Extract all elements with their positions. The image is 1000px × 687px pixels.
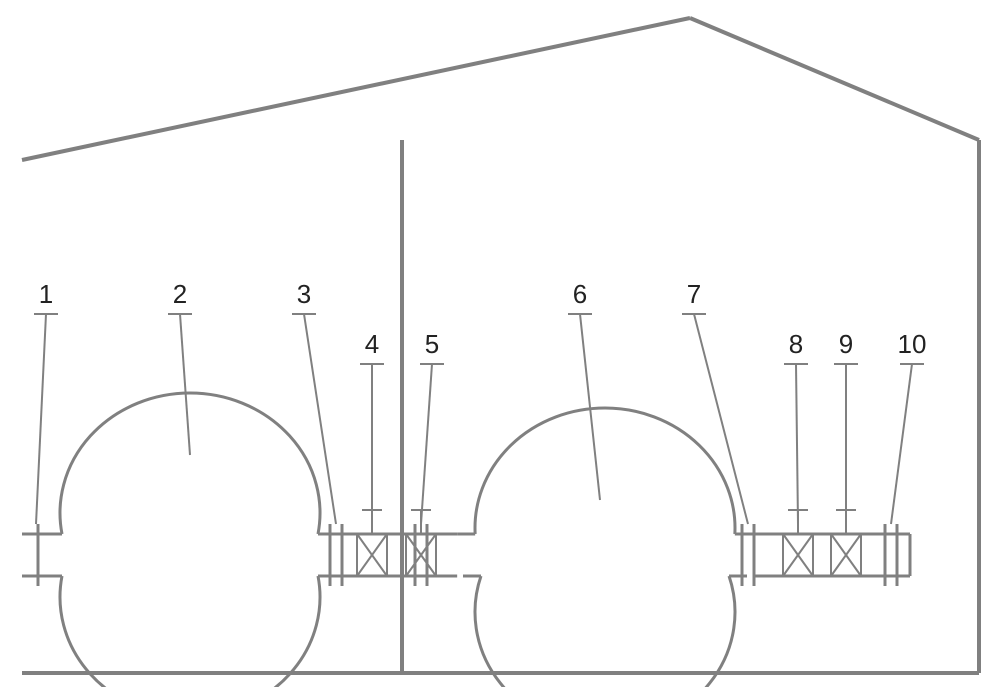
callout-label-5: 5	[425, 329, 439, 359]
leader-5	[421, 364, 432, 524]
leader-10	[891, 364, 912, 524]
vessel-left-top	[60, 393, 320, 534]
roof-left	[22, 18, 690, 160]
leader-7	[694, 314, 748, 524]
callout-label-3: 3	[297, 279, 311, 309]
callout-label-9: 9	[839, 329, 853, 359]
vessel-right-bottom	[475, 576, 735, 687]
callout-label-7: 7	[687, 279, 701, 309]
roof-right	[690, 18, 979, 140]
callout-label-10: 10	[898, 329, 927, 359]
callout-label-2: 2	[173, 279, 187, 309]
leader-2	[180, 314, 190, 455]
vessel-right-top	[475, 408, 735, 534]
callout-label-8: 8	[789, 329, 803, 359]
leader-3	[304, 314, 336, 524]
vessel-left-bottom	[60, 576, 320, 687]
leader-8	[796, 364, 798, 524]
callout-label-6: 6	[573, 279, 587, 309]
callout-label-4: 4	[365, 329, 379, 359]
leader-1	[36, 314, 46, 524]
callout-label-1: 1	[39, 279, 53, 309]
